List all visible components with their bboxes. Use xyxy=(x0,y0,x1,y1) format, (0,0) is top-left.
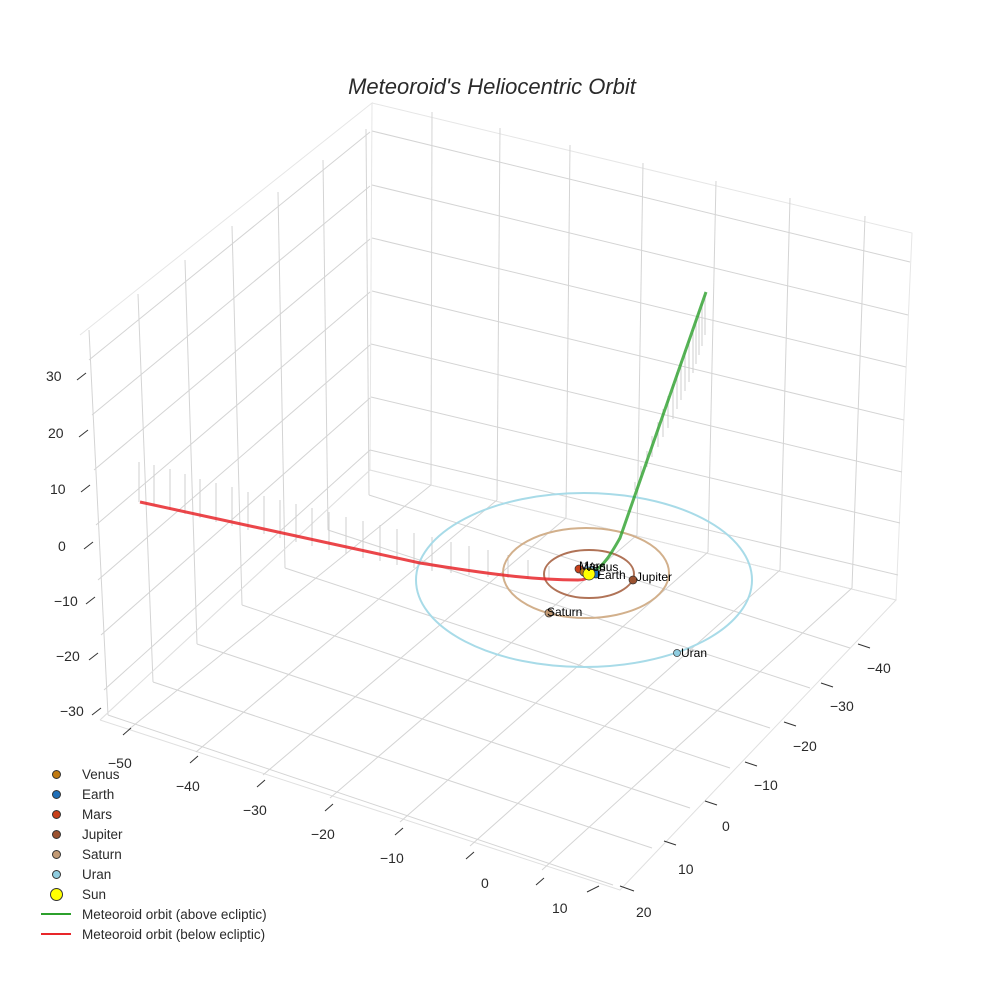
svg-text:20: 20 xyxy=(636,904,652,920)
svg-text:−10: −10 xyxy=(754,777,778,793)
svg-text:−10: −10 xyxy=(380,850,404,866)
saturn-orbit xyxy=(502,527,670,619)
dot-icon xyxy=(51,809,61,819)
x-axis-ticks xyxy=(122,727,600,893)
svg-text:0: 0 xyxy=(58,538,66,554)
svg-text:10: 10 xyxy=(50,481,66,497)
jupiter-label: Jupiter xyxy=(636,570,672,584)
line-icon xyxy=(41,913,71,915)
z-axis-ticks xyxy=(76,372,102,716)
uran-label: Uran xyxy=(681,646,707,660)
red-orbit-droplines xyxy=(138,462,550,580)
earth-label: Earth xyxy=(597,568,626,582)
svg-text:−30: −30 xyxy=(243,802,267,818)
y-axis-ticks xyxy=(619,643,871,892)
legend-item-saturn[interactable]: Saturn xyxy=(36,844,267,864)
dot-icon xyxy=(49,887,63,901)
meteoroid-orbit-above[interactable] xyxy=(591,291,708,575)
dot-icon xyxy=(51,849,61,859)
dot-icon xyxy=(51,769,61,779)
venus-label: Venus xyxy=(585,560,618,574)
svg-text:10: 10 xyxy=(552,900,568,916)
svg-text:−10: −10 xyxy=(54,593,78,609)
svg-text:−30: −30 xyxy=(830,698,854,714)
svg-text:0: 0 xyxy=(481,875,489,891)
sun-marker[interactable] xyxy=(582,567,596,581)
dot-icon xyxy=(51,869,61,879)
svg-text:10: 10 xyxy=(678,861,694,877)
uran-orbit xyxy=(415,492,753,668)
legend-item-sun[interactable]: Sun xyxy=(36,884,267,904)
dot-icon xyxy=(51,829,61,839)
legend-item-uran[interactable]: Uran xyxy=(36,864,267,884)
saturn-marker[interactable] xyxy=(544,608,554,618)
uran-marker[interactable] xyxy=(673,649,681,657)
svg-text:−20: −20 xyxy=(793,738,817,754)
svg-text:20: 20 xyxy=(48,425,64,441)
legend-item-above-ecliptic[interactable]: Meteoroid orbit (above ecliptic) xyxy=(36,904,267,924)
jupiter-orbit xyxy=(543,549,635,599)
legend-item-jupiter[interactable]: Jupiter xyxy=(36,824,267,844)
x-axis-labels: −50 −40 −30 −20 −10 0 10 xyxy=(108,755,568,916)
jupiter-marker[interactable] xyxy=(628,575,638,585)
dot-icon xyxy=(51,789,61,799)
legend: Venus Earth Mars Jupiter Saturn Uran Sun… xyxy=(36,764,267,944)
svg-text:−30: −30 xyxy=(60,703,84,719)
svg-text:−40: −40 xyxy=(867,660,891,676)
legend-item-venus[interactable]: Venus xyxy=(36,764,267,784)
chart-title: Meteoroid's Heliocentric Orbit xyxy=(348,74,636,99)
grid-walls xyxy=(79,101,913,891)
saturn-label: Saturn xyxy=(547,605,582,619)
line-icon xyxy=(41,933,71,935)
svg-text:−50: −50 xyxy=(108,755,132,771)
svg-text:−40: −40 xyxy=(176,778,200,794)
y-axis-labels: −40 −30 −20 −10 0 10 20 xyxy=(636,660,891,920)
legend-item-earth[interactable]: Earth xyxy=(36,784,267,804)
svg-text:−20: −20 xyxy=(56,648,80,664)
svg-text:−20: −20 xyxy=(311,826,335,842)
mars-label: Mars xyxy=(579,559,606,573)
legend-item-below-ecliptic[interactable]: Meteoroid orbit (below ecliptic) xyxy=(36,924,267,944)
z-axis-labels: 30 20 10 0 −10 −20 −30 xyxy=(46,368,84,719)
svg-text:0: 0 xyxy=(722,818,730,834)
svg-text:30: 30 xyxy=(46,368,62,384)
legend-item-mars[interactable]: Mars xyxy=(36,804,267,824)
